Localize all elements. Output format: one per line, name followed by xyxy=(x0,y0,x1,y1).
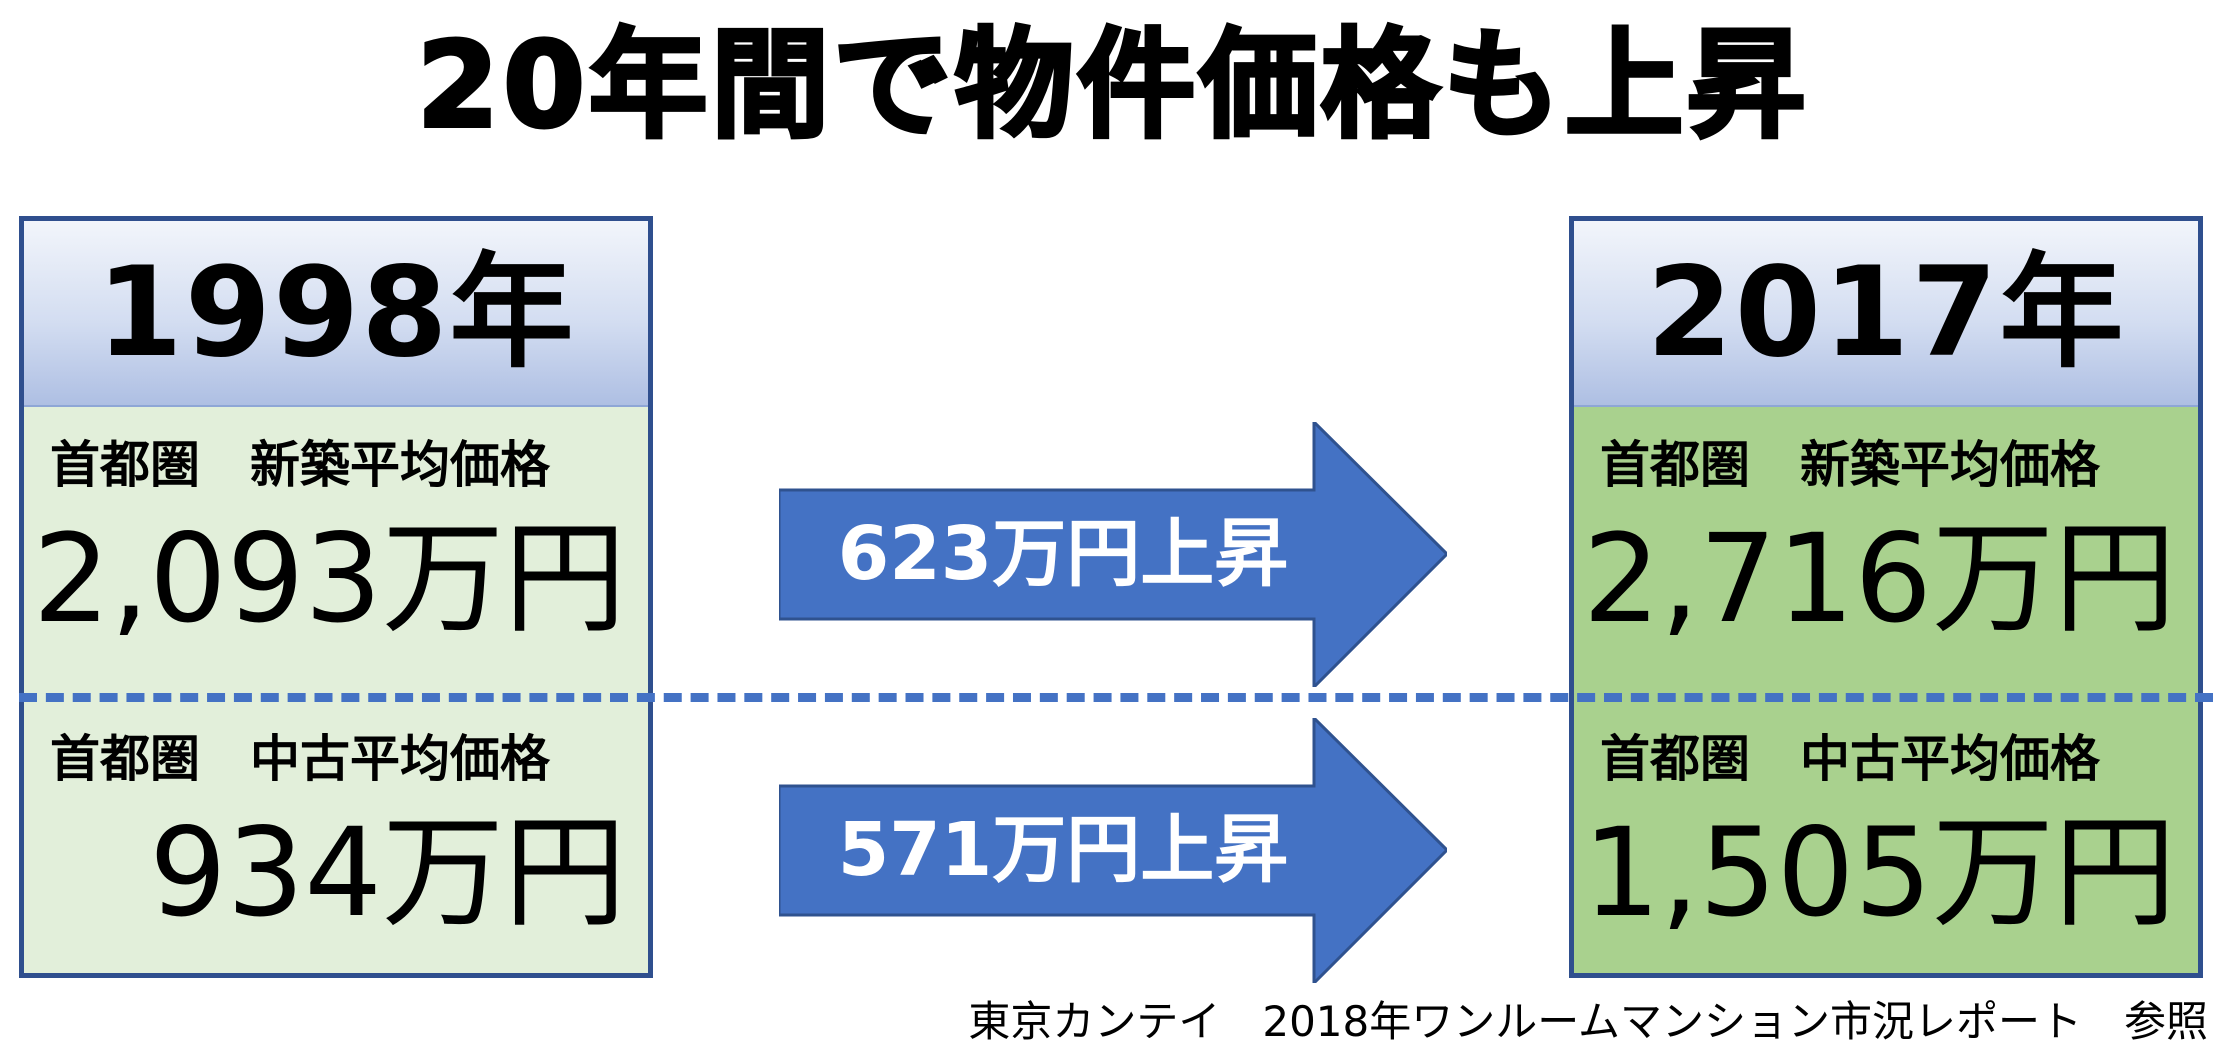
panel-2017-used-value: 1,505万円 xyxy=(1582,802,2176,944)
panel-1998-used-value: 934万円 xyxy=(149,802,626,944)
new-price-increase-label: 623万円上昇 xyxy=(837,511,1289,597)
panel-2017-year: 2017年 xyxy=(1574,221,2198,407)
panel-2017: 2017年 首都圏 新築平均価格 2,716万円 首都圏 中古平均価格 1,50… xyxy=(1569,216,2203,978)
panel-1998: 1998年 首都圏 新築平均価格 2,093万円 首都圏 中古平均価格 934万… xyxy=(19,216,653,978)
infographic-title: 20年間で物件価格も上昇 xyxy=(415,14,1810,156)
right-arrow-icon xyxy=(779,718,1447,983)
panel-1998-new-label: 首都圏 新築平均価格 xyxy=(50,436,550,494)
panel-2017-new-label: 首都圏 新築平均価格 xyxy=(1600,436,2100,494)
used-price-increase-arrow: 571万円上昇 xyxy=(779,718,1447,983)
dash-dot-divider xyxy=(19,693,2213,702)
right-arrow-icon xyxy=(779,422,1447,687)
new-price-increase-arrow: 623万円上昇 xyxy=(779,422,1447,687)
used-price-increase-label: 571万円上昇 xyxy=(837,807,1289,893)
panel-2017-used-label: 首都圏 中古平均価格 xyxy=(1600,730,2100,788)
source-note: 東京カンテイ 2018年ワンルームマンション市況レポート 参照 xyxy=(968,997,2208,1046)
panel-1998-used-label: 首都圏 中古平均価格 xyxy=(50,730,550,788)
panel-2017-new-value: 2,716万円 xyxy=(1582,508,2176,650)
panel-1998-new-value: 2,093万円 xyxy=(32,508,626,650)
panel-1998-year: 1998年 xyxy=(24,221,648,407)
